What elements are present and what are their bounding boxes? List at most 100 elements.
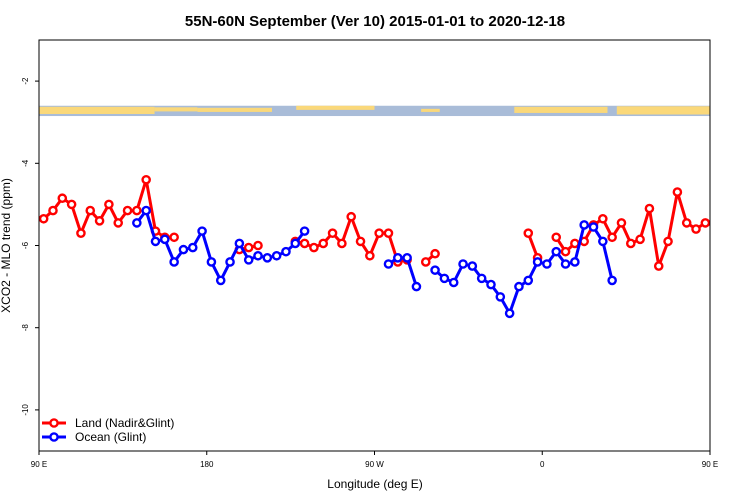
ocean-data-point <box>150 236 161 247</box>
ocean-data-point <box>299 226 310 236</box>
land-data-point <box>113 218 124 228</box>
land-data-point <box>104 199 114 210</box>
land-data-point <box>709 219 710 222</box>
ocean-data-point <box>551 246 562 257</box>
ocean-data-point <box>448 277 459 288</box>
land-patch <box>197 107 272 112</box>
ocean-data-point <box>523 275 534 286</box>
ocean-data-point <box>253 250 263 261</box>
land-data-point <box>132 205 142 216</box>
land-data-point <box>346 211 357 222</box>
ocean-data-point <box>290 238 301 249</box>
ocean-data-point <box>243 255 254 265</box>
y-tick-label: -8 <box>21 324 30 332</box>
land-data-point <box>94 216 105 226</box>
land-data-point <box>616 218 627 228</box>
ocean-data-point <box>187 242 198 253</box>
ocean-legend-label: Ocean (Glint) <box>75 430 146 444</box>
land-data-point <box>739 201 746 208</box>
ocean-data-point <box>141 205 151 216</box>
land-ocean-band <box>39 105 750 117</box>
legend: Land (Nadir&Glint)Ocean (Glint) <box>42 416 174 444</box>
ocean-data-point <box>514 281 524 292</box>
ocean-data-point <box>607 275 617 286</box>
ocean-data-point <box>234 238 245 249</box>
land-patch <box>421 108 440 112</box>
land-data-point <box>355 236 366 247</box>
land-legend-label: Land (Nadir&Glint) <box>75 416 174 430</box>
ocean-series-line <box>135 209 306 282</box>
land-data-point <box>383 228 394 238</box>
ocean-data-point <box>402 253 412 263</box>
land-data-point <box>672 187 683 197</box>
land-data-point <box>430 248 440 259</box>
chart-title: 55N-60N September (Ver 10) 2015-01-01 to… <box>185 13 565 30</box>
ocean-legend-marker <box>49 432 59 442</box>
ocean-data-point <box>588 222 599 232</box>
ocean-data-point <box>532 257 543 267</box>
ocean-data-point <box>178 244 189 255</box>
ocean-data-point <box>132 218 142 228</box>
land-legend-marker <box>49 418 59 428</box>
ocean-data-point <box>430 265 440 275</box>
x-tick-label: 90 E <box>31 460 47 469</box>
ocean-data-point <box>467 261 478 271</box>
land-data-point <box>644 203 655 214</box>
ocean-data-point <box>215 275 226 286</box>
land-data-point <box>309 242 319 253</box>
ocean-data-point <box>570 257 580 267</box>
land-data-point <box>141 174 151 185</box>
ocean-data-point <box>486 279 496 290</box>
land-data-point <box>57 193 68 204</box>
land-data-point <box>691 224 701 234</box>
series-group <box>39 174 746 319</box>
ocean-data-point <box>160 234 170 245</box>
ocean-data-point <box>383 259 394 269</box>
ocean-data-point <box>271 250 282 261</box>
land-data-point <box>318 238 329 249</box>
ocean-data-point <box>476 273 487 284</box>
land-data-point <box>169 232 179 243</box>
land-data-point <box>625 238 636 249</box>
y-tick-label: -6 <box>21 241 30 249</box>
ocean-data-point <box>542 259 552 269</box>
ocean-data-point <box>281 246 291 257</box>
land-data-point <box>365 250 375 261</box>
y-tick-label: -4 <box>21 159 30 167</box>
land-data-point <box>76 228 86 238</box>
land-data-point <box>598 213 608 224</box>
ocean-data-point <box>560 259 571 269</box>
land-data-point <box>337 238 347 249</box>
land-patch <box>39 106 155 114</box>
ocean-data-point <box>504 308 515 319</box>
land-data-point <box>653 261 664 271</box>
land-data-point <box>730 195 737 202</box>
land-data-point <box>243 242 254 253</box>
ocean-data-point <box>262 253 273 263</box>
land-data-point <box>85 205 96 216</box>
land-data-point <box>374 228 384 238</box>
land-data-point <box>253 240 263 251</box>
ocean-data-point <box>225 257 235 267</box>
y-tick-label: -2 <box>21 77 30 85</box>
x-tick-label: 90 E <box>702 460 718 469</box>
land-data-point <box>299 238 310 249</box>
ocean-data-point <box>169 257 179 267</box>
land-data-point <box>66 199 77 210</box>
land-patch <box>514 106 608 113</box>
ocean-data-point <box>579 220 589 230</box>
ocean-data-point <box>458 259 468 269</box>
land-data-point <box>635 234 645 245</box>
ocean-data-point <box>206 257 217 267</box>
ocean-band <box>39 105 710 117</box>
land-data-point <box>122 205 133 216</box>
land-patch <box>296 105 375 110</box>
land-patch <box>725 107 750 113</box>
x-axis: 90 E 180 90 W 0 90 E <box>31 451 718 469</box>
ocean-data-point <box>495 292 506 302</box>
land-data-point <box>39 213 49 224</box>
y-axis: -10 -8 -6 -4 -2 <box>21 77 39 416</box>
land-data-point <box>523 228 534 238</box>
land-data-point <box>681 218 692 228</box>
